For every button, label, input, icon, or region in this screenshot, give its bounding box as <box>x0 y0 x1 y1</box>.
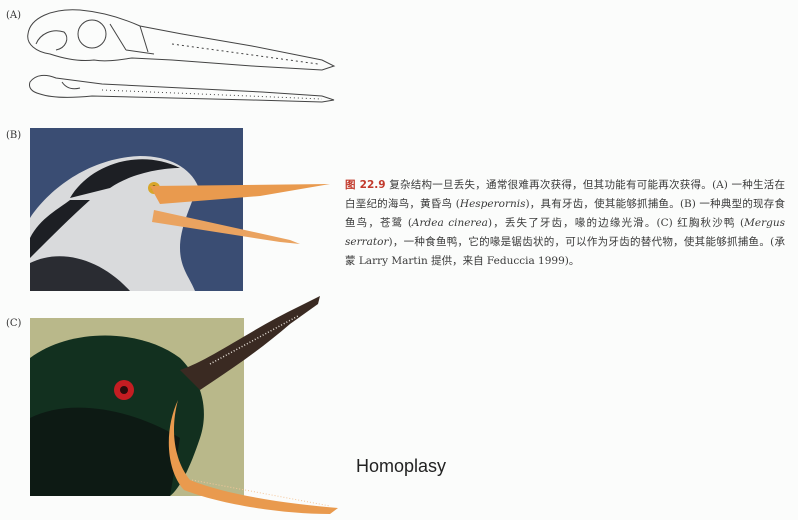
caption-text-3: )，丢失了牙齿，喙的边缘光滑。(C) 红胸秋沙鸭 ( <box>487 217 745 229</box>
figure-caption: 图 22.9 复杂结构一旦丢失，通常很难再次获得，但其功能有可能再次获得。(A)… <box>345 176 785 271</box>
caption-species-3: Mergus serrator <box>345 217 785 248</box>
panel-c-label: (C) <box>6 318 22 329</box>
caption-text-1: 复杂结构一旦丢失，通常很难再次获得，但其功能有可能再次获得。(A) 一种生活在白… <box>345 179 786 210</box>
red-breasted-merganser-photo <box>30 318 244 496</box>
panel-a-label: (A) <box>6 10 22 21</box>
figure-number: 图 22.9 <box>345 179 386 191</box>
hesperornis-skull-drawing <box>27 9 336 103</box>
caption-genus-1: Hesperornis <box>459 198 526 210</box>
caption-text-4: )，一种食鱼鸭，它的喙是锯齿状的，可以作为牙齿的替代物，使其能够抓捕鱼。(承蒙 … <box>345 236 785 267</box>
homoplasy-label: Homoplasy <box>356 456 447 476</box>
panel-b-label: (B) <box>6 130 22 141</box>
grey-heron-photo <box>30 128 243 291</box>
merganser-serrated-beak <box>168 296 338 514</box>
caption-species-2: Ardea cinerea <box>411 217 488 229</box>
heron-beak <box>150 184 330 244</box>
caption-text-2: )，具有牙齿，使其能够抓捕鱼。(B) 一种典型的现存食鱼鸟，苍鹭 ( <box>345 198 785 229</box>
